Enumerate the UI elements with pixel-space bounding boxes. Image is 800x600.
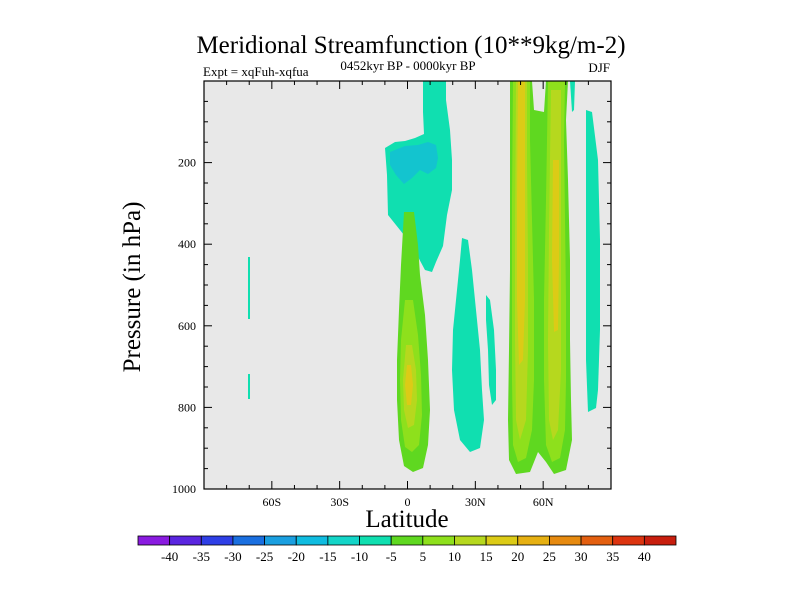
colorbar-label: -20 <box>288 549 305 564</box>
subtropical-negative-sliver <box>486 295 496 405</box>
colorbar-label: 20 <box>511 549 524 564</box>
colorbar-swatch <box>200 535 234 546</box>
colorbar-label: -35 <box>193 549 210 564</box>
y-tick-label: 600 <box>178 319 196 333</box>
colorbar-swatch <box>390 535 424 546</box>
y-tick-label: 1000 <box>172 482 196 496</box>
colorbar-label: 10 <box>448 549 461 564</box>
x-tick-label: 60N <box>533 495 554 509</box>
chart-subtitle-right: DJF <box>588 60 610 75</box>
colorbar-label: 30 <box>575 549 588 564</box>
colorbar-label: 40 <box>638 549 651 564</box>
x-tick-label: 30S <box>330 495 349 509</box>
colorbar-swatch <box>359 535 392 546</box>
x-axis-ticks: 60S 30S 0 30N 60N <box>203 81 612 509</box>
x-tick-label: 60S <box>262 495 281 509</box>
colorbar-swatch <box>580 535 614 546</box>
colorbar-swatch <box>137 535 171 546</box>
colorbar-label: 5 <box>420 549 427 564</box>
colorbar-swatch <box>485 535 519 546</box>
midlatitude-positive-band-20 <box>517 81 525 365</box>
y-tick-label: 400 <box>178 237 196 251</box>
chart-title: Meridional Streamfunction (10**9kg/m-2) <box>196 32 625 59</box>
y-axis-label: Pressure (in hPa) <box>119 202 146 373</box>
colorbar-label: -40 <box>161 549 178 564</box>
colorbar-label: -25 <box>256 549 273 564</box>
colorbar-swatch <box>232 535 265 546</box>
chart-subtitle-center: 0452kyr BP - 0000kyr BP <box>340 58 475 73</box>
colorbar-swatch <box>422 535 455 546</box>
colorbar-label: 35 <box>606 549 619 564</box>
x-axis-label: Latitude <box>365 506 448 533</box>
colorbar-swatch <box>643 535 677 546</box>
colorbar-swatch <box>295 535 329 546</box>
polar-negative-outer <box>570 81 575 112</box>
chart-subtitle-left: Expt = xqFuh-xqfua <box>203 64 309 79</box>
colorbar-label: 15 <box>480 549 493 564</box>
colorbar-swatch <box>264 535 297 546</box>
polar-negative-column <box>586 110 600 412</box>
southern-negative-strip-lower <box>248 374 250 399</box>
y-tick-label: 200 <box>178 156 196 170</box>
x-tick-label: 30N <box>465 495 486 509</box>
colorbar-label: -10 <box>351 549 368 564</box>
colorbar-label: -30 <box>224 549 241 564</box>
colorbar-swatch <box>517 535 550 546</box>
colorbar-swatch <box>169 535 202 546</box>
equatorial-upper-negative-outer <box>385 81 452 272</box>
colorbar-swatch <box>327 535 360 546</box>
y-axis-ticks: 200 400 600 800 1000 <box>172 80 611 496</box>
subtropical-negative-cell <box>452 238 484 452</box>
colorbar-label: -5 <box>386 549 397 564</box>
equatorial-lower-positive-peak <box>405 365 413 405</box>
y-tick-label: 800 <box>178 400 196 414</box>
x-tick-label: 0 <box>405 495 411 509</box>
equatorial-upper-negative-inner <box>390 142 438 184</box>
colorbar-swatch <box>454 535 487 546</box>
colorbar-label: 25 <box>543 549 556 564</box>
midlatitude-positive-band-20-b <box>552 160 559 332</box>
colorbar-swatch <box>612 535 645 546</box>
southern-negative-strip-upper <box>248 257 250 319</box>
colorbar-swatch <box>549 535 582 546</box>
contour-field <box>248 81 600 474</box>
colorbar: -40 -35 -30 -25 -20 -15 -10 -5 5 10 15 20 25 30 35 40 <box>137 535 677 564</box>
colorbar-label: -15 <box>319 549 336 564</box>
